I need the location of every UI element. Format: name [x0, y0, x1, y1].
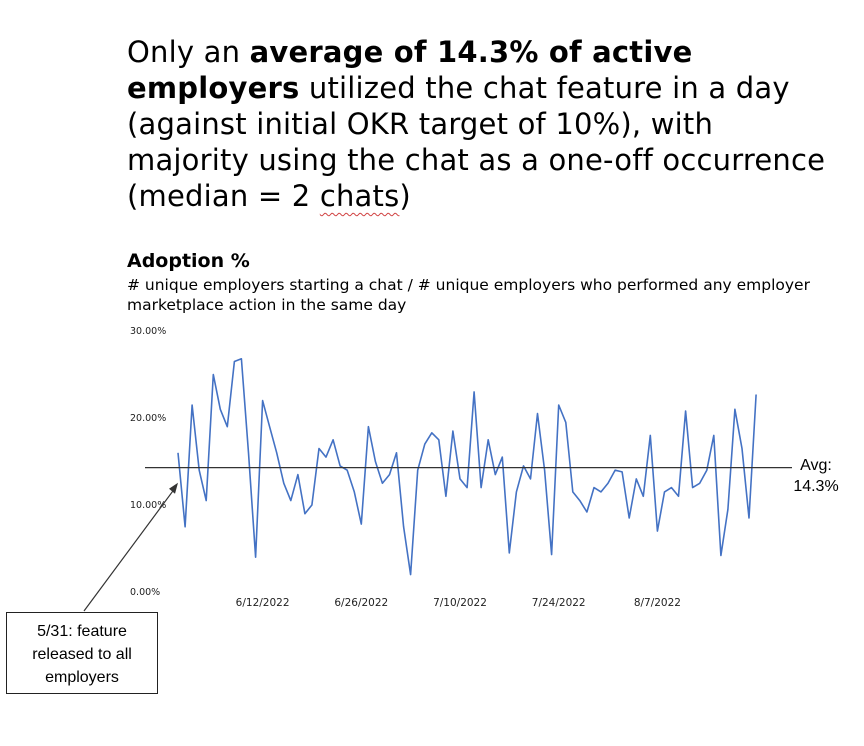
headline-part-2: utilized the chat feature in a day (agai… — [127, 71, 826, 213]
y-tick-label: 0.00% — [130, 587, 160, 598]
spellcheck-word: chats — [319, 179, 400, 213]
chart-title: Adoption % — [127, 250, 250, 272]
chart-subtitle: # unique employers starting a chat / # u… — [127, 276, 810, 314]
average-label: Avg: 14.3% — [793, 457, 839, 495]
annotation-arrow-head — [169, 482, 178, 494]
headline: Only an average of 14.3% of active emplo… — [127, 34, 827, 214]
x-tick-label: 8/7/2022 — [634, 597, 681, 609]
headline-part-1: Only an — [127, 35, 250, 69]
annotation-arrow-line — [83, 486, 177, 612]
headline-bold: average of 14.3% of active employers — [127, 35, 693, 105]
y-tick-label: 20.00% — [130, 413, 166, 424]
x-tick-label: 6/12/2022 — [236, 597, 290, 609]
release-annotation-box: 5/31: feature released to all employers — [6, 612, 158, 694]
x-tick-label: 7/10/2022 — [433, 597, 487, 609]
series-line — [177, 357, 757, 576]
y-tick-label: 30.00% — [130, 326, 166, 337]
headline-part-3: ) — [399, 179, 411, 213]
y-tick-label: 10.00% — [130, 500, 166, 511]
x-tick-label: 7/24/2022 — [532, 597, 586, 609]
x-tick-label: 6/26/2022 — [334, 597, 388, 609]
